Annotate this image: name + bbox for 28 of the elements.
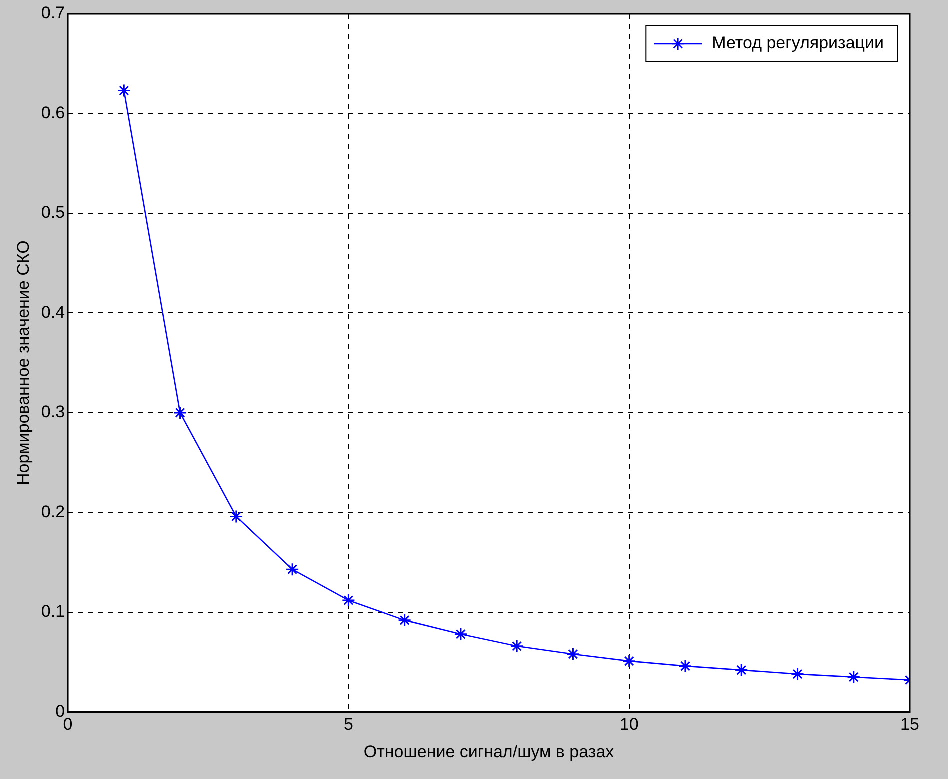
- x-axis-title: Отношение сигнал/шум в разах: [364, 742, 615, 762]
- point: [678, 660, 692, 674]
- point: [510, 640, 524, 654]
- y-tick-label: 0.7: [41, 4, 66, 23]
- point: [734, 664, 748, 678]
- point: [286, 562, 300, 576]
- point: [398, 614, 412, 628]
- y-tick-label: 0.5: [41, 203, 66, 222]
- y-tick-label: 0.4: [41, 302, 66, 322]
- point: [174, 406, 188, 420]
- point: [622, 654, 636, 668]
- point: [117, 84, 131, 98]
- point: [566, 648, 580, 662]
- y-tick-label: 0.3: [41, 402, 66, 422]
- y-tick-label: 0.2: [41, 502, 66, 522]
- point: [342, 594, 356, 608]
- legend-label: Метод регуляризации: [712, 34, 884, 53]
- y-tick-label: 0: [56, 702, 66, 721]
- x-tick-label: 10: [620, 715, 639, 734]
- point: [230, 510, 244, 524]
- y-tick-label: 0.1: [41, 602, 66, 622]
- y-axis-title: Нормированное значение СКО: [14, 240, 33, 486]
- point: [454, 628, 468, 642]
- y-tick-label: 0.6: [41, 103, 66, 122]
- x-tick-label: 15: [900, 715, 920, 734]
- point: [847, 670, 861, 684]
- x-tick-label: 5: [344, 715, 354, 734]
- point: [790, 668, 804, 682]
